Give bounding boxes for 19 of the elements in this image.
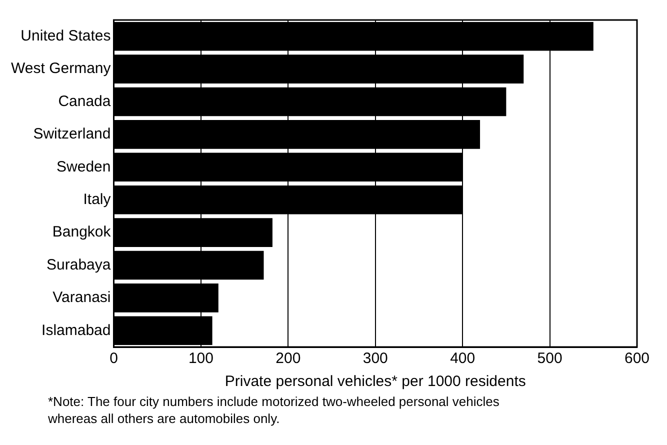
y-tick-label: Switzerland bbox=[33, 126, 111, 143]
y-tick-label: Italy bbox=[83, 190, 112, 208]
x-axis-title: Private personal vehicles* per 1000 residents bbox=[224, 373, 526, 390]
x-tick-label: 500 bbox=[537, 350, 562, 368]
x-tick-label: 400 bbox=[450, 350, 476, 368]
y-tick-label: Islamabad bbox=[42, 322, 111, 339]
y-tick-label: West Germany bbox=[11, 60, 112, 78]
text: *Note: The four city numbers include motorized two-wheeled personal vehicles whereas all others are automobiles only. bbox=[48, 393, 500, 427]
x-tick-label: 0 bbox=[110, 350, 118, 368]
y-tick-label: Sweden bbox=[56, 158, 111, 176]
x-tick-label: 600 bbox=[624, 350, 650, 368]
x-tick-label: 200 bbox=[276, 350, 301, 368]
x-tick-label: 300 bbox=[362, 350, 388, 368]
x-tick-label: 100 bbox=[188, 350, 214, 368]
y-tick-label: Surabaya bbox=[46, 256, 112, 274]
y-tick-label: Bangkok bbox=[52, 224, 112, 241]
y-tick-label: Varanasi bbox=[52, 289, 111, 306]
y-tick-label: Canada bbox=[58, 92, 112, 110]
y-tick-label: United States bbox=[20, 27, 111, 44]
